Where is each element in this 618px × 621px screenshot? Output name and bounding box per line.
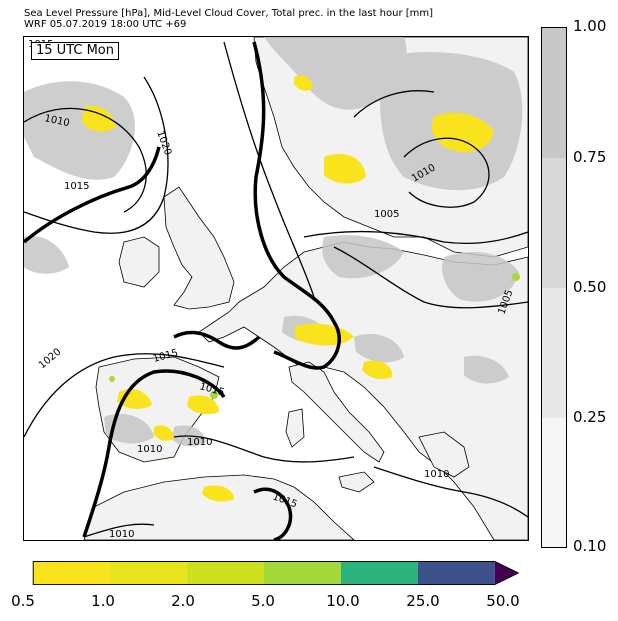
isobar-label: 1010 — [187, 437, 212, 448]
isobars-thin — [24, 41, 528, 538]
precip-tick-label: 25.0 — [406, 592, 440, 610]
precip-segment-6 — [417, 561, 495, 585]
chart-title: Sea Level Pressure [hPa], Mid-Level Clou… — [24, 8, 434, 19]
north-africa — [83, 474, 355, 540]
great-britain — [163, 186, 235, 310]
precipitation-layer — [82, 75, 494, 502]
ireland — [118, 236, 160, 288]
cloud-tick-label: 0.10 — [573, 537, 607, 555]
precip-tick-label: 50.0 — [486, 592, 520, 610]
precipitation-heavy-layer — [109, 273, 520, 399]
isobar-label: 1010 — [43, 113, 70, 129]
precipitation-colorbar — [32, 561, 520, 586]
precip-extend-arrow — [494, 561, 519, 585]
precip-tick-label: 5.0 — [251, 592, 275, 610]
italy — [288, 361, 385, 463]
cloud-segment-3 — [542, 288, 566, 418]
isobar-label: 1015 — [64, 181, 89, 192]
isobar-label: 1010 — [424, 469, 449, 480]
precip-tick-label: 10.0 — [326, 592, 360, 610]
cloud-tick-label: 1.00 — [573, 17, 607, 35]
isobar-label: 1020 — [37, 347, 64, 372]
isobar-label: 1005 — [374, 209, 399, 220]
forecast-time-label: 15 UTC Mon — [31, 42, 119, 60]
sardinia — [285, 408, 305, 448]
precip-tick-label: 1.0 — [91, 592, 115, 610]
cloud-segment-4 — [542, 418, 566, 547]
cloud-tick-label: 0.25 — [573, 408, 607, 426]
isobars-thick — [24, 41, 341, 540]
precip-segment-1 — [33, 561, 111, 585]
precip-tick-label: 0.5 — [11, 592, 35, 610]
isobar-label: 1010 — [137, 444, 162, 455]
precip-segment-2 — [110, 561, 188, 585]
precip-segment-5 — [340, 561, 418, 585]
cloud-tick-label: 0.50 — [573, 278, 607, 296]
sicily — [338, 471, 375, 493]
isobar-label: 1010 — [109, 529, 134, 540]
precip-segment-3 — [187, 561, 264, 585]
precip-segment-4 — [263, 561, 341, 585]
precip-tick-label: 2.0 — [171, 592, 195, 610]
cloud-segment-2 — [542, 158, 566, 288]
cloud-segment-1 — [542, 28, 566, 158]
greece — [418, 431, 470, 478]
model-run-info: WRF 05.07.2019 18:00 UTC +69 — [24, 19, 187, 30]
cloud-tick-label: 0.75 — [573, 148, 607, 166]
weather-map[interactable]: 1015 1010 1020 1015 1010 1005 1020 1015 … — [23, 36, 529, 541]
cloud-cover-colorbar — [541, 27, 567, 548]
